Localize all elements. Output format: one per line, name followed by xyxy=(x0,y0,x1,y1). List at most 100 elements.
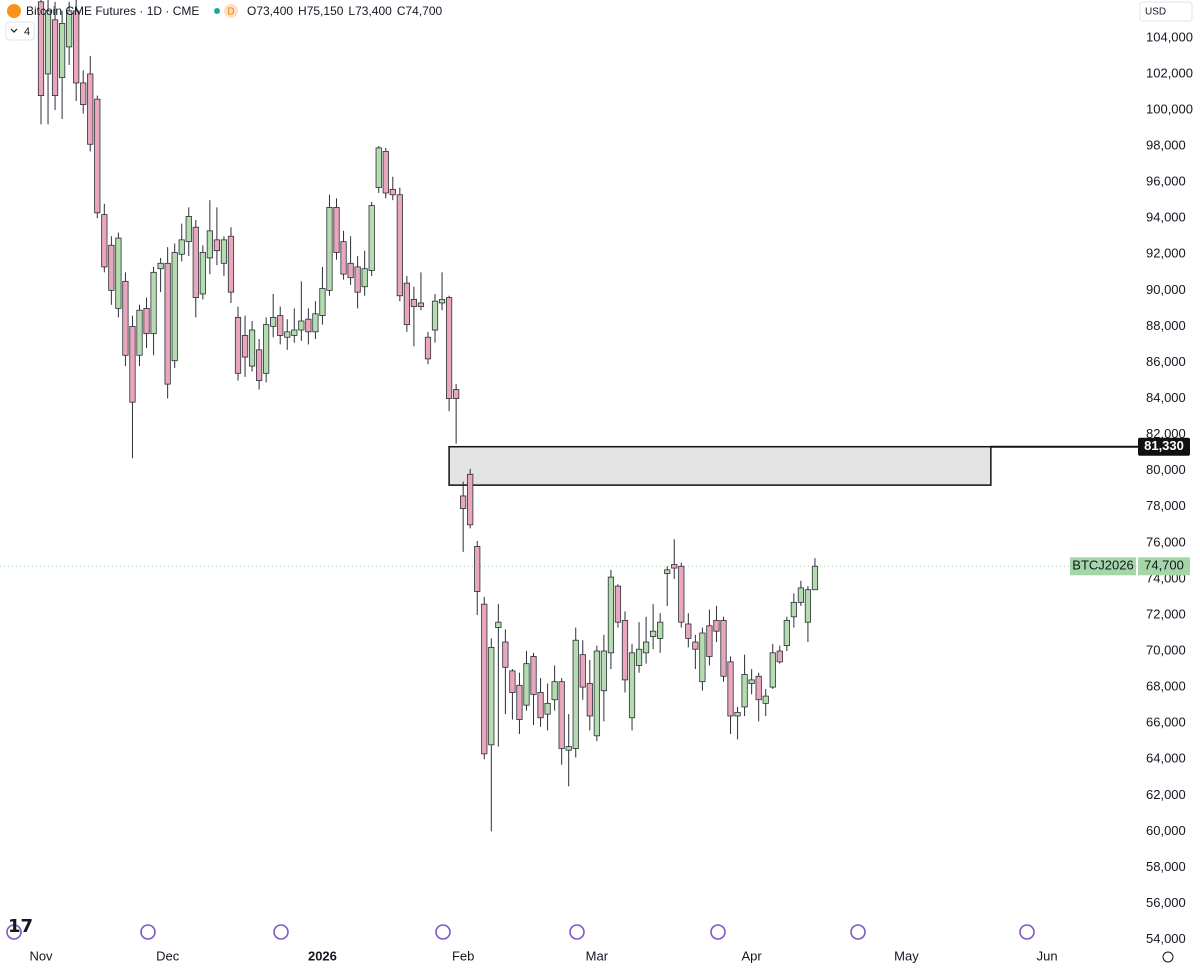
candle-body xyxy=(783,619,790,647)
candle-body xyxy=(502,641,509,668)
x-tick-label: Apr xyxy=(742,948,763,963)
candle-body xyxy=(192,226,199,298)
y-tick-label: 92,000 xyxy=(1146,246,1186,261)
candle-body xyxy=(410,298,418,307)
last-price-tag: 74,700 xyxy=(1144,558,1184,573)
zone-price-tag: 81,330 xyxy=(1144,438,1184,453)
candle-body xyxy=(474,546,481,592)
ohlc-value: H75,150 xyxy=(298,4,344,18)
candle-body xyxy=(143,307,150,335)
indicator-toggle[interactable] xyxy=(5,21,35,41)
last-price-tag-bg xyxy=(1138,557,1190,576)
candle-body xyxy=(572,639,579,749)
candle-body xyxy=(277,315,284,336)
candle-body xyxy=(650,630,657,638)
y-tick-label: 88,000 xyxy=(1146,318,1186,333)
candle-body xyxy=(108,244,115,291)
x-tick-label: Jun xyxy=(1037,948,1058,963)
candle-body xyxy=(664,569,671,574)
candle-body xyxy=(291,329,298,336)
candle-body xyxy=(509,670,516,693)
y-tick-label: 68,000 xyxy=(1146,679,1186,694)
candle-body xyxy=(80,82,87,105)
candle-body xyxy=(227,235,235,293)
candle-body xyxy=(748,679,755,684)
candle-body xyxy=(762,695,769,704)
candle-body xyxy=(73,10,80,84)
candle-body xyxy=(734,711,741,717)
candle-body xyxy=(382,151,389,194)
candle-body xyxy=(600,650,607,692)
candle-body xyxy=(150,271,157,335)
symbol-tag: BTCJ2026 xyxy=(1072,558,1133,573)
currency-box[interactable] xyxy=(1139,1,1193,22)
y-tick-label: 56,000 xyxy=(1146,895,1186,910)
candle-body xyxy=(171,252,178,362)
candle-body xyxy=(713,619,720,632)
candle-body xyxy=(720,619,727,677)
candle-body xyxy=(495,621,502,628)
candle-body xyxy=(635,648,643,666)
candle-body xyxy=(811,565,819,591)
candle-body xyxy=(614,585,622,623)
candle-body xyxy=(586,683,593,717)
ohlc-legend: O73,400 H75,150 L73,400 C74,700 xyxy=(247,4,443,18)
candle-body xyxy=(220,239,228,264)
y-tick-label: 62,000 xyxy=(1146,787,1186,802)
candle-body xyxy=(699,632,706,683)
candle-body xyxy=(122,280,129,356)
candle-body xyxy=(298,320,305,331)
candle-body xyxy=(804,589,812,623)
candle-body xyxy=(642,641,650,654)
y-tick-label: 104,000 xyxy=(1146,29,1193,44)
y-tick-label: 100,000 xyxy=(1146,101,1193,116)
event-icons xyxy=(6,924,1035,940)
candle-body xyxy=(326,206,333,291)
candle-body xyxy=(453,389,460,399)
y-tick-label: 58,000 xyxy=(1146,859,1186,874)
candle-body xyxy=(488,647,495,746)
candle-body xyxy=(431,300,439,331)
candle-body xyxy=(460,495,467,509)
candle-body xyxy=(523,663,530,706)
candle-body xyxy=(537,692,544,719)
interval-badge: D xyxy=(227,7,234,18)
zone-price-tag-bg xyxy=(1138,437,1190,456)
candle-body xyxy=(340,241,347,275)
candle-body xyxy=(136,309,143,356)
candle-body xyxy=(727,661,734,717)
candle-body xyxy=(657,621,664,639)
candle-body xyxy=(94,98,101,214)
candle-body xyxy=(692,641,699,650)
y-tick-label: 96,000 xyxy=(1146,174,1186,189)
symbol-tag-bg xyxy=(1070,557,1136,576)
indicator-count: 4 xyxy=(24,26,30,38)
zone-box xyxy=(448,445,992,486)
candle-body xyxy=(530,656,537,695)
settings-icon[interactable] xyxy=(1162,951,1174,963)
candle-body xyxy=(375,147,382,188)
candle-body xyxy=(467,473,474,526)
candle-body xyxy=(438,298,446,304)
candle-body xyxy=(66,10,73,48)
interval-badge-bg xyxy=(224,4,238,18)
y-tick-label: 82,000 xyxy=(1146,426,1186,441)
chart-title: Bitcoin CME Futures · 1D · CME xyxy=(26,4,199,18)
candle-body xyxy=(621,619,629,681)
candle-body xyxy=(565,746,572,751)
x-tick-label: Mar xyxy=(586,948,609,963)
candle-body xyxy=(178,239,185,255)
x-tick-label: May xyxy=(894,948,919,963)
chevron-icon xyxy=(10,28,18,33)
candle-body xyxy=(403,282,410,326)
ohlc-value: C74,700 xyxy=(397,4,443,18)
candle-body xyxy=(368,205,375,271)
candle-body xyxy=(115,237,122,309)
symbol-icon xyxy=(7,4,21,18)
y-tick-label: 64,000 xyxy=(1146,751,1186,766)
candle-body xyxy=(579,654,586,688)
candle-body xyxy=(129,326,136,403)
candle-body xyxy=(256,349,263,381)
candle-body xyxy=(305,318,312,333)
x-tick-label: Nov xyxy=(29,948,53,963)
